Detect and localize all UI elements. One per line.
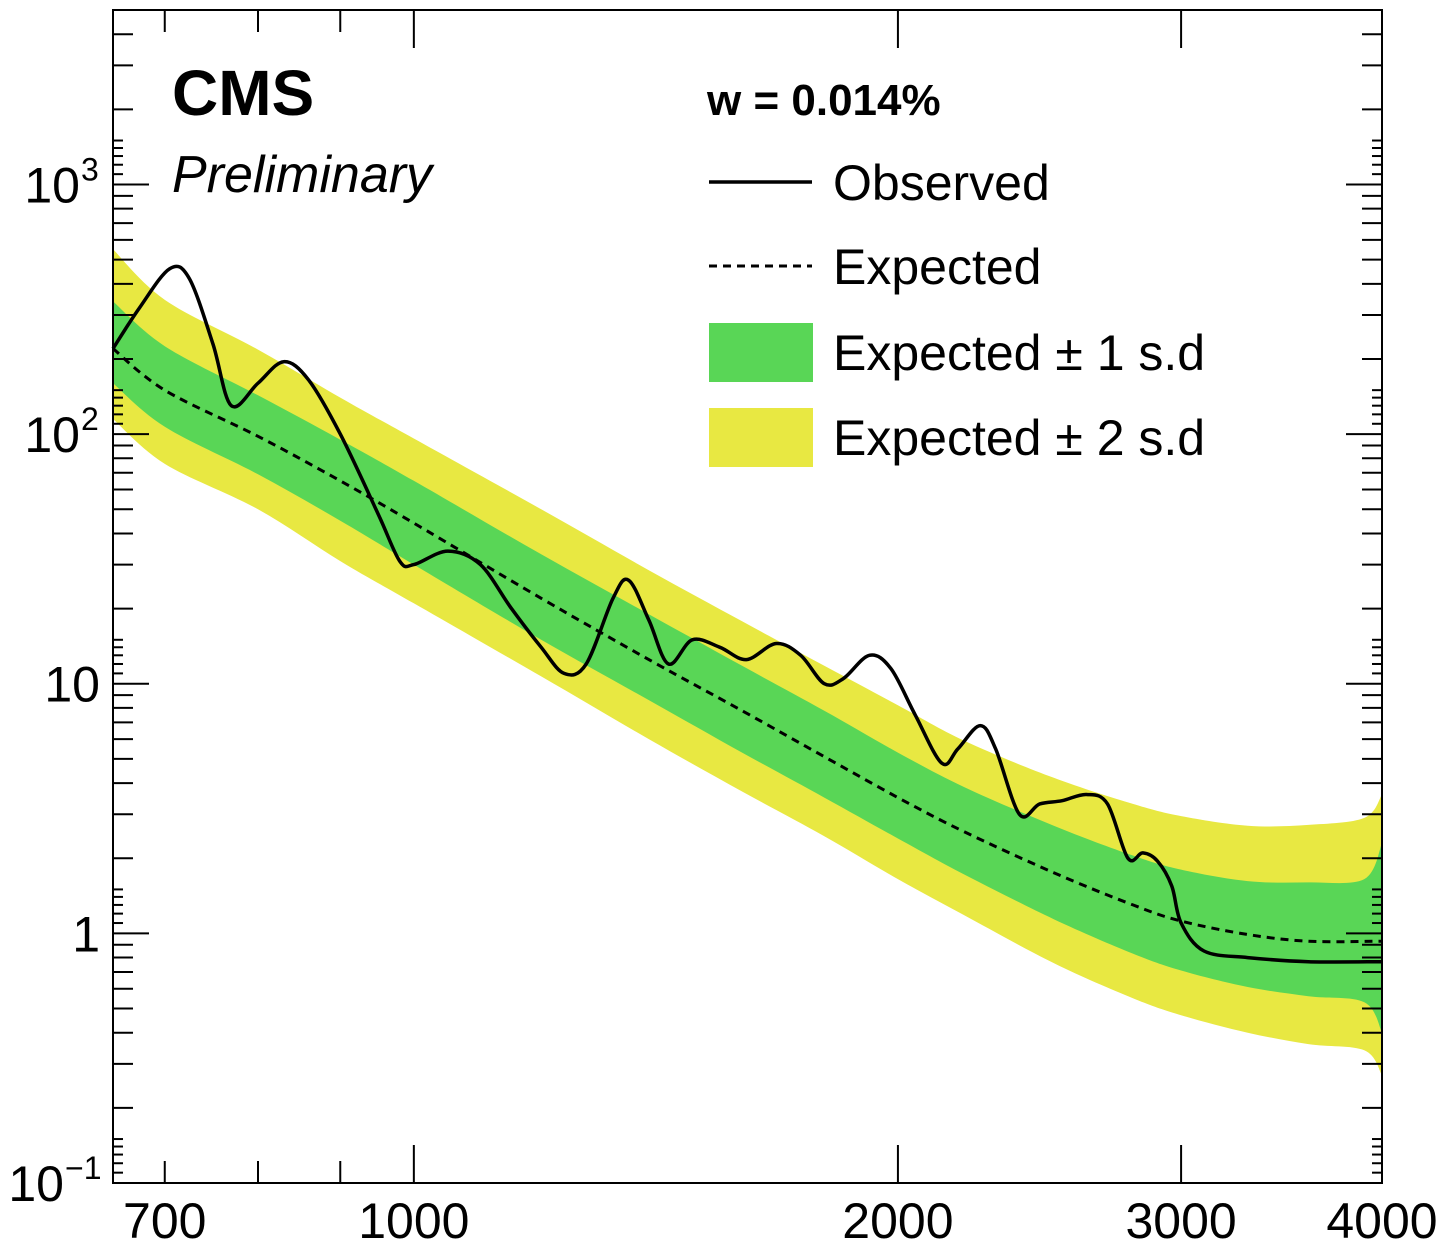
expected-line [112, 347, 1383, 944]
legend: w = 0.014% Observed Expected Expected ± … [706, 76, 1205, 467]
experiment-label: CMS [172, 57, 314, 129]
y-tick-label: 10 [24, 407, 80, 463]
status-label: Preliminary [172, 146, 435, 204]
y-tick-label-exponent: 3 [81, 151, 99, 187]
plot-area [111, 249, 1383, 1076]
x-tick-label: 700 [123, 1193, 206, 1244]
expected-1sd-band [113, 301, 1382, 1033]
y-tick-label: 1 [72, 906, 100, 962]
y-tick-label-exponent: 2 [81, 401, 99, 437]
x-tick-label: 1000 [358, 1193, 469, 1244]
legend-1sd-label: Expected ± 1 s.d [833, 325, 1205, 381]
observed-line [111, 264, 1383, 964]
width-label: w = 0.014% [706, 76, 941, 125]
axis-ticks [113, 9, 1383, 1184]
x-tick-label: 2000 [842, 1193, 953, 1244]
y-tick-label: 10 [8, 1156, 64, 1212]
legend-2sd-swatch [709, 408, 813, 467]
legend-2sd-label: Expected ± 2 s.d [833, 410, 1205, 466]
legend-observed-label: Observed [833, 155, 1050, 211]
y-tick-label: 10 [24, 157, 80, 213]
x-tick-label: 4000 [1326, 1193, 1437, 1244]
x-tick-label: 3000 [1125, 1193, 1236, 1244]
y-tick-label: 10 [44, 657, 100, 713]
plot-frame [112, 9, 1383, 1184]
legend-1sd-swatch [709, 323, 813, 382]
legend-expected-label: Expected [833, 239, 1041, 295]
y-tick-label-exponent: −1 [65, 1150, 101, 1186]
